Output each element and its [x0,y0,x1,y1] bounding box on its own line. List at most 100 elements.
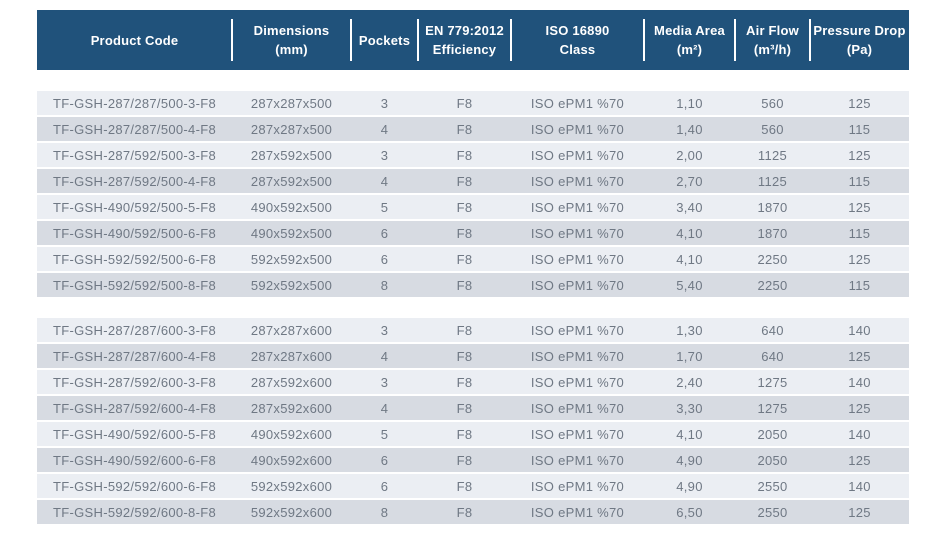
column-header-product-code: Product Code [37,10,233,70]
cell-air-flow: 640 [761,348,784,364]
cell-en779-efficiency: F8 [456,225,473,241]
cell-pockets: 3 [380,374,389,390]
cell-dimensions: 490x592x600 [250,452,333,468]
cell-pockets: 8 [380,277,389,293]
cell-product-code: TF-GSH-287/287/600-4-F8 [53,348,216,364]
table-row: TF-GSH-287/592/600-3-F8 287x592x600 3 F8 ISO… [37,370,909,394]
cell-dimensions: 490x592x500 [250,199,333,215]
cell-air-flow: 1870 [757,199,788,215]
cell-air-flow: 2050 [757,452,788,468]
column-header-label: Product Code [90,32,179,48]
column-header-sublabel: Efficiency [432,42,497,57]
column-header-label: Pockets [358,32,411,48]
cell-media-area: 2,70 [676,173,703,189]
table-row: TF-GSH-287/592/500-4-F8 287x592x500 4 F8 ISO… [37,169,909,193]
column-header-air-flow: Air Flow (m³/h) [735,10,811,70]
cell-air-flow: 2550 [757,504,788,520]
table-row: TF-GSH-287/287/600-3-F8 287x287x600 3 F8 ISO… [37,318,909,342]
column-header-label: Air Flow [746,23,799,38]
cell-product-code: TF-GSH-592/592/600-6-F8 [53,478,216,494]
column-header-sublabel: (Pa) [846,42,873,57]
column-header-dimensions: Dimensions (mm) [232,10,352,70]
cell-media-area: 1,30 [676,322,703,338]
cell-pressure-drop: 115 [848,277,871,293]
cell-air-flow: 560 [761,121,784,137]
cell-product-code: TF-GSH-287/592/500-3-F8 [53,147,216,163]
cell-air-flow: 1275 [757,400,788,416]
cell-pockets: 3 [380,147,389,163]
table-header-row: Product Code Dimensions (mm) Pockets EN 779:… [37,10,909,70]
cell-product-code: TF-GSH-490/592/600-6-F8 [53,452,216,468]
cell-iso16890-class: ISO ePM1 %70 [530,199,625,215]
cell-dimensions: 592x592x500 [250,277,333,293]
cell-en779-efficiency: F8 [456,251,473,267]
cell-product-code: TF-GSH-287/592/600-3-F8 [53,374,216,390]
cell-air-flow: 2050 [757,426,788,442]
cell-media-area: 3,40 [676,199,703,215]
column-header-label: EN 779:2012 [425,23,504,38]
table-row: TF-GSH-490/592/500-5-F8 490x592x500 5 F8 ISO… [37,195,909,219]
table-row: TF-GSH-287/592/600-4-F8 287x592x600 4 F8 ISO… [37,396,909,420]
column-header-label: Dimensions [253,23,330,38]
cell-media-area: 6,50 [676,504,703,520]
cell-pressure-drop: 125 [848,199,871,215]
table-row: TF-GSH-287/592/500-3-F8 287x592x500 3 F8 ISO… [37,143,909,167]
cell-media-area: 1,70 [676,348,703,364]
cell-iso16890-class: ISO ePM1 %70 [530,504,625,520]
cell-iso16890-class: ISO ePM1 %70 [530,452,625,468]
cell-pockets: 6 [380,225,389,241]
cell-en779-efficiency: F8 [456,426,473,442]
cell-pockets: 6 [380,478,389,494]
cell-product-code: TF-GSH-287/287/500-3-F8 [53,95,216,111]
cell-iso16890-class: ISO ePM1 %70 [530,348,625,364]
cell-iso16890-class: ISO ePM1 %70 [530,173,625,189]
table-row: TF-GSH-592/592/500-8-F8 592x592x500 8 F8 ISO… [37,273,909,297]
cell-iso16890-class: ISO ePM1 %70 [530,147,625,163]
cell-media-area: 2,00 [676,147,703,163]
cell-en779-efficiency: F8 [456,478,473,494]
column-header-sublabel: Class [559,42,596,57]
cell-en779-efficiency: F8 [456,173,473,189]
cell-media-area: 1,40 [676,121,703,137]
cell-iso16890-class: ISO ePM1 %70 [530,251,625,267]
cell-dimensions: 287x592x600 [250,374,333,390]
table-row: TF-GSH-287/287/600-4-F8 287x287x600 4 F8 ISO… [37,344,909,368]
cell-product-code: TF-GSH-490/592/500-6-F8 [53,225,216,241]
table-row: TF-GSH-490/592/500-6-F8 490x592x500 6 F8 ISO… [37,221,909,245]
cell-en779-efficiency: F8 [456,277,473,293]
cell-air-flow: 2250 [757,251,788,267]
cell-dimensions: 287x287x500 [250,95,333,111]
cell-product-code: TF-GSH-490/592/500-5-F8 [53,199,216,215]
cell-media-area: 2,40 [676,374,703,390]
cell-iso16890-class: ISO ePM1 %70 [530,400,625,416]
cell-en779-efficiency: F8 [456,121,473,137]
cell-dimensions: 490x592x600 [250,426,333,442]
cell-iso16890-class: ISO ePM1 %70 [530,426,625,442]
cell-pockets: 5 [380,426,389,442]
cell-media-area: 5,40 [676,277,703,293]
cell-media-area: 4,10 [676,426,703,442]
cell-en779-efficiency: F8 [456,400,473,416]
cell-dimensions: 592x592x500 [250,251,333,267]
cell-pressure-drop: 140 [848,478,871,494]
cell-pockets: 4 [380,400,389,416]
cell-media-area: 4,10 [676,251,703,267]
cell-dimensions: 287x287x600 [250,348,333,364]
cell-pockets: 6 [380,452,389,468]
cell-pressure-drop: 115 [848,225,871,241]
cell-pressure-drop: 115 [848,173,871,189]
cell-en779-efficiency: F8 [456,147,473,163]
cell-air-flow: 1870 [757,225,788,241]
cell-pressure-drop: 140 [848,374,871,390]
cell-product-code: TF-GSH-592/592/600-8-F8 [53,504,216,520]
column-header-pressure-drop: Pressure Drop (Pa) [810,10,909,70]
cell-product-code: TF-GSH-287/592/600-4-F8 [53,400,216,416]
cell-pressure-drop: 115 [848,121,871,137]
cell-pockets: 4 [380,348,389,364]
cell-pressure-drop: 140 [848,426,871,442]
cell-pressure-drop: 125 [848,251,871,267]
cell-pressure-drop: 140 [848,322,871,338]
column-header-pockets: Pockets [351,10,419,70]
column-header-label: Media Area [654,23,725,38]
product-spec-table: Product Code Dimensions (mm) Pockets EN 779:… [37,10,909,524]
